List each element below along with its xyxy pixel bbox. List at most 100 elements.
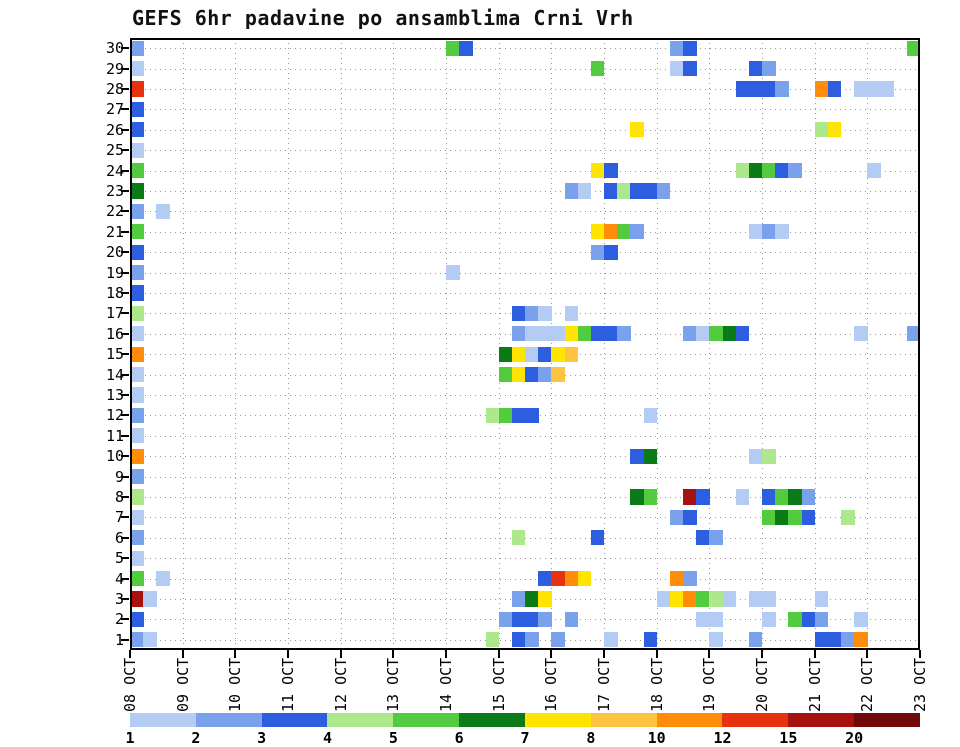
heatmap-cell xyxy=(762,60,776,77)
chart-title: GEFS 6hr padavine po ansamblima Crni Vrh xyxy=(132,6,634,30)
heatmap-cell xyxy=(156,570,170,587)
grid-line-horizontal xyxy=(130,231,920,233)
heatmap-cell xyxy=(590,244,605,260)
heatmap-cell xyxy=(525,591,539,607)
y-axis-label: 4 xyxy=(114,569,124,588)
heatmap-cell xyxy=(801,509,816,526)
heatmap-cell xyxy=(775,81,789,97)
heatmap-cell xyxy=(841,509,855,526)
heatmap-cell xyxy=(130,244,144,260)
heatmap-cell xyxy=(762,162,776,179)
heatmap-cell xyxy=(748,60,763,77)
heatmap-cell xyxy=(564,611,579,628)
grid-line-vertical xyxy=(551,38,553,650)
x-axis-tick xyxy=(339,650,342,658)
y-axis-tick xyxy=(121,434,129,437)
legend-swatch xyxy=(130,713,196,727)
y-axis-label: 25 xyxy=(105,141,124,160)
heatmap-cell xyxy=(814,611,829,628)
heatmap-cell xyxy=(841,632,855,648)
heatmap-cell xyxy=(130,183,144,199)
grid-line-horizontal xyxy=(130,129,920,131)
heatmap-cell xyxy=(130,346,144,362)
y-axis-tick xyxy=(121,414,129,417)
legend-label: 6 xyxy=(454,729,464,747)
grid-line-vertical xyxy=(867,38,869,650)
heatmap-cell xyxy=(564,183,579,199)
legend-swatch xyxy=(459,713,525,727)
heatmap-cell xyxy=(538,326,552,342)
heatmap-cell xyxy=(130,611,144,628)
heatmap-cell xyxy=(538,366,552,383)
heatmap-cell xyxy=(630,183,644,199)
heatmap-cell xyxy=(498,407,513,424)
grid-line-vertical xyxy=(762,38,763,650)
heatmap-cell xyxy=(827,81,842,97)
grid-line-horizontal xyxy=(130,272,920,274)
y-axis-tick xyxy=(121,67,129,70)
heatmap-cell xyxy=(867,81,881,97)
heatmap-cell xyxy=(525,326,539,342)
grid-line-horizontal xyxy=(130,497,920,498)
x-axis-tick xyxy=(550,650,553,658)
heatmap-cell xyxy=(156,203,170,220)
heatmap-cell xyxy=(525,305,539,322)
heatmap-cell xyxy=(696,489,710,505)
x-axis-label: 22 OCT xyxy=(858,657,877,712)
grid-line-horizontal xyxy=(130,476,920,478)
grid-line-horizontal xyxy=(130,395,920,396)
legend-label: 15 xyxy=(779,729,798,747)
heatmap-cell xyxy=(854,611,868,628)
heatmap-cell xyxy=(827,632,842,648)
heatmap-cell xyxy=(801,611,816,628)
y-axis-label: 18 xyxy=(105,284,124,302)
heatmap-cell xyxy=(511,407,526,424)
y-axis-label: 3 xyxy=(114,590,124,608)
heatmap-cell xyxy=(143,632,157,648)
heatmap-cell xyxy=(788,162,802,179)
heatmap-cell xyxy=(130,60,144,77)
heatmap-cell xyxy=(130,203,144,220)
y-axis-label: 12 xyxy=(105,406,124,425)
heatmap-cell xyxy=(709,611,723,628)
heatmap-cell xyxy=(130,407,144,424)
heatmap-cell xyxy=(590,224,605,240)
heatmap-cell xyxy=(459,40,473,56)
y-axis-label: 29 xyxy=(105,59,124,78)
x-axis-tick xyxy=(129,650,131,658)
heatmap-cell xyxy=(762,81,776,97)
heatmap-cell xyxy=(511,530,526,546)
heatmap-cell xyxy=(590,530,605,546)
heatmap-cell xyxy=(854,81,868,97)
x-axis-label: 19 OCT xyxy=(700,657,719,712)
heatmap-cell xyxy=(130,40,144,56)
y-axis-label: 7 xyxy=(114,508,124,527)
heatmap-cell xyxy=(696,530,710,546)
heatmap-cell xyxy=(130,468,144,485)
heatmap-cell xyxy=(762,448,776,464)
x-axis-label: 13 OCT xyxy=(384,657,403,712)
heatmap-cell xyxy=(617,183,631,199)
y-axis-label: 27 xyxy=(105,100,124,119)
heatmap-cell xyxy=(867,162,881,179)
heatmap-cell xyxy=(130,305,144,322)
x-axis-tick xyxy=(603,650,605,658)
x-axis-tick xyxy=(813,650,816,658)
x-axis-label: 16 OCT xyxy=(542,657,561,712)
y-axis-tick xyxy=(121,353,129,356)
heatmap-cell xyxy=(696,591,710,607)
y-axis-tick xyxy=(121,149,129,152)
grid-line-vertical xyxy=(446,38,447,650)
heatmap-cell xyxy=(130,285,144,301)
heatmap-cell xyxy=(590,326,605,342)
grid-line-vertical xyxy=(393,38,395,650)
heatmap-cell xyxy=(604,244,618,260)
heatmap-cell xyxy=(643,632,658,648)
x-axis-label: 18 OCT xyxy=(647,657,666,712)
heatmap-cell xyxy=(577,326,592,342)
heatmap-cell xyxy=(775,509,789,526)
heatmap-cell xyxy=(617,326,631,342)
heatmap-cell xyxy=(130,489,144,505)
heatmap-cell xyxy=(538,346,552,362)
y-axis-label: 8 xyxy=(114,488,124,506)
